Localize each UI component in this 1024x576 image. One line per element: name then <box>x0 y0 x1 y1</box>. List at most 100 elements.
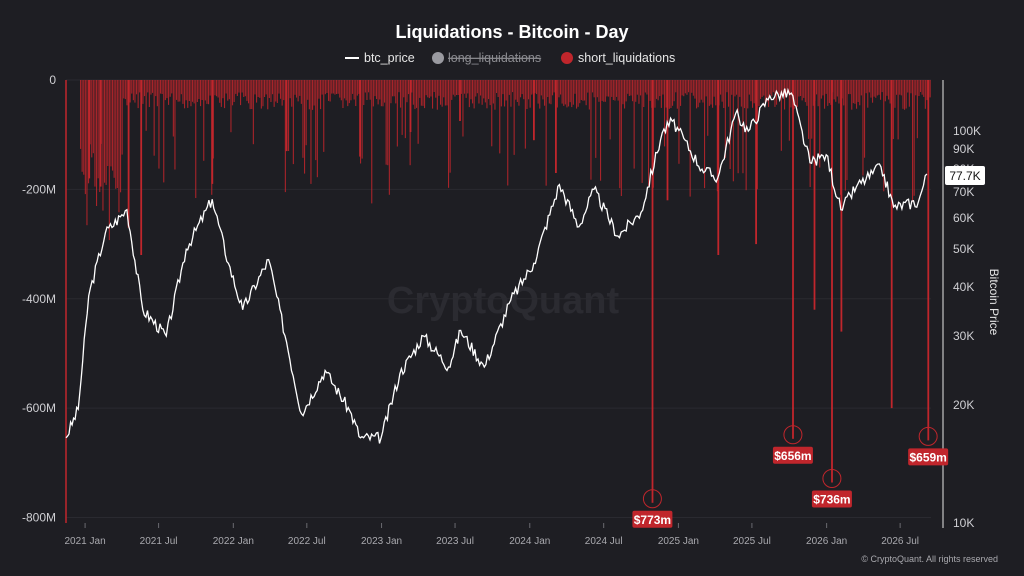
short-liquidation-bar <box>230 80 232 133</box>
short-liquidation-bar <box>787 80 789 95</box>
short-liquidation-bar <box>512 80 514 93</box>
short-liquidation-bar <box>132 80 134 101</box>
short-liquidation-bar <box>467 80 469 94</box>
short-liquidation-bar <box>913 80 915 196</box>
short-liquidation-bar <box>843 80 845 106</box>
short-liquidation-bar <box>275 80 277 102</box>
x-tick-label: 2021 Jan <box>65 536 106 547</box>
short-liquidation-bar <box>297 80 299 102</box>
short-liquidation-bar <box>337 80 339 94</box>
short-liquidation-bar <box>193 80 195 104</box>
short-liquidation-bar <box>196 80 198 102</box>
short-liquidation-bar <box>670 80 672 108</box>
short-liquidation-bar <box>904 80 906 110</box>
short-liquidation-bar <box>516 80 518 102</box>
short-liquidation-bar <box>520 80 522 98</box>
short-liquidation-bar <box>656 80 658 99</box>
x-tick-label: 2025 Jul <box>733 536 771 547</box>
short-liquidation-bar <box>912 80 914 202</box>
short-liquidation-spike <box>127 80 130 228</box>
short-liquidation-bar <box>689 80 691 197</box>
short-liquidation-bar <box>462 80 464 137</box>
short-liquidation-bar <box>880 80 882 100</box>
short-liquidation-bar <box>478 80 480 104</box>
short-liquidation-bar <box>531 80 533 95</box>
short-liquidation-bar <box>614 80 616 101</box>
short-liquidation-bar <box>572 80 574 105</box>
short-liquidation-bar <box>579 80 581 104</box>
short-liquidation-bar <box>113 80 115 178</box>
short-liquidation-bar <box>417 80 419 144</box>
short-liquidation-bar <box>444 80 446 106</box>
legend: btc_price long_liquidations short_liquid… <box>345 51 675 65</box>
x-tick-label: 2024 Jul <box>585 536 623 547</box>
short-liquidation-bar <box>828 80 830 104</box>
short-liquidation-bar <box>723 80 725 108</box>
short-liquidation-bar <box>731 80 733 95</box>
short-liquidation-bar <box>902 80 904 109</box>
short-liquidation-bar <box>742 80 744 174</box>
annotations: $773m $656m $736m $659m <box>632 425 949 528</box>
short-liquidation-bar <box>235 80 237 94</box>
short-liquidation-bar <box>97 80 99 179</box>
short-liquidation-bar <box>681 80 683 96</box>
short-liquidation-bar <box>764 80 766 106</box>
short-liquidation-bar <box>414 80 416 110</box>
short-liquidation-bar <box>273 80 275 107</box>
legend-label: short_liquidations <box>578 51 675 65</box>
short-liquidation-bar <box>222 80 224 99</box>
short-liquidation-bar <box>396 80 398 147</box>
watermark: CryptoQuant <box>387 280 620 322</box>
short-liquidation-bar <box>521 80 523 95</box>
short-liquidation-bar <box>809 80 811 187</box>
short-liquidation-bar <box>496 80 498 93</box>
short-liquidation-bar <box>833 80 835 100</box>
short-liquidation-bar <box>382 80 384 107</box>
short-liquidation-bar <box>772 80 774 93</box>
short-liquidation-bar <box>243 80 245 97</box>
short-liquidation-bar <box>758 80 760 106</box>
short-liquidation-bar <box>700 80 702 100</box>
legend-item-long-liquidations[interactable]: long_liquidations <box>432 51 541 65</box>
short-liquidation-bar <box>784 80 786 110</box>
short-liquidation-bar <box>560 80 562 95</box>
price-tag-box <box>945 166 985 185</box>
short-liquidation-bar <box>617 80 619 101</box>
short-liquidation-bar <box>910 80 912 94</box>
short-liquidation-bar <box>353 80 355 100</box>
short-liquidation-bar <box>240 80 242 106</box>
legend-item-short-liquidations[interactable]: short_liquidations <box>561 51 675 65</box>
short-liquidation-spike <box>359 80 361 157</box>
short-liquidation-bar <box>177 80 179 102</box>
short-liquidation-bar <box>144 80 146 97</box>
short-liquidation-bar <box>217 80 219 98</box>
short-liquidation-bar <box>304 80 306 174</box>
short-liquidation-bar <box>616 80 618 97</box>
short-liquidation-bar <box>220 80 222 107</box>
short-liquidation-bar <box>91 80 93 158</box>
short-liquidation-bar <box>856 80 858 109</box>
right-axis: 100K90K80K70K60K50K40K30K20K10K <box>953 124 981 530</box>
short-liquidation-bar <box>480 80 482 96</box>
short-liquidation-bar <box>569 80 571 103</box>
short-liquidation-bar <box>673 80 675 102</box>
short-liquidation-bar <box>412 80 414 105</box>
short-liquidation-bar <box>585 80 587 106</box>
short-liquidation-bar <box>779 80 781 96</box>
legend-item-btc-price[interactable]: btc_price <box>345 51 415 65</box>
short-liquidation-bar <box>806 80 808 106</box>
grid <box>65 79 944 528</box>
short-liquidation-bar <box>844 80 846 191</box>
annotation-circle <box>822 469 842 489</box>
short-liquidation-bar <box>390 80 392 104</box>
short-liquidation-bar <box>198 80 200 99</box>
short-liquidation-bar <box>769 80 771 95</box>
short-liquidation-bar <box>139 80 141 93</box>
short-liquidation-bar <box>160 80 162 94</box>
short-liquidation-bar <box>326 80 328 93</box>
short-liquidation-bar <box>188 80 190 101</box>
short-liquidation-bar <box>536 80 538 95</box>
x-axis: 2021 Jan 2021 Jul 2022 Jan 2022 Jul 2023 Jan… <box>65 523 919 547</box>
short-liquidation-bar <box>270 80 272 102</box>
short-liquidation-bar <box>753 80 755 104</box>
